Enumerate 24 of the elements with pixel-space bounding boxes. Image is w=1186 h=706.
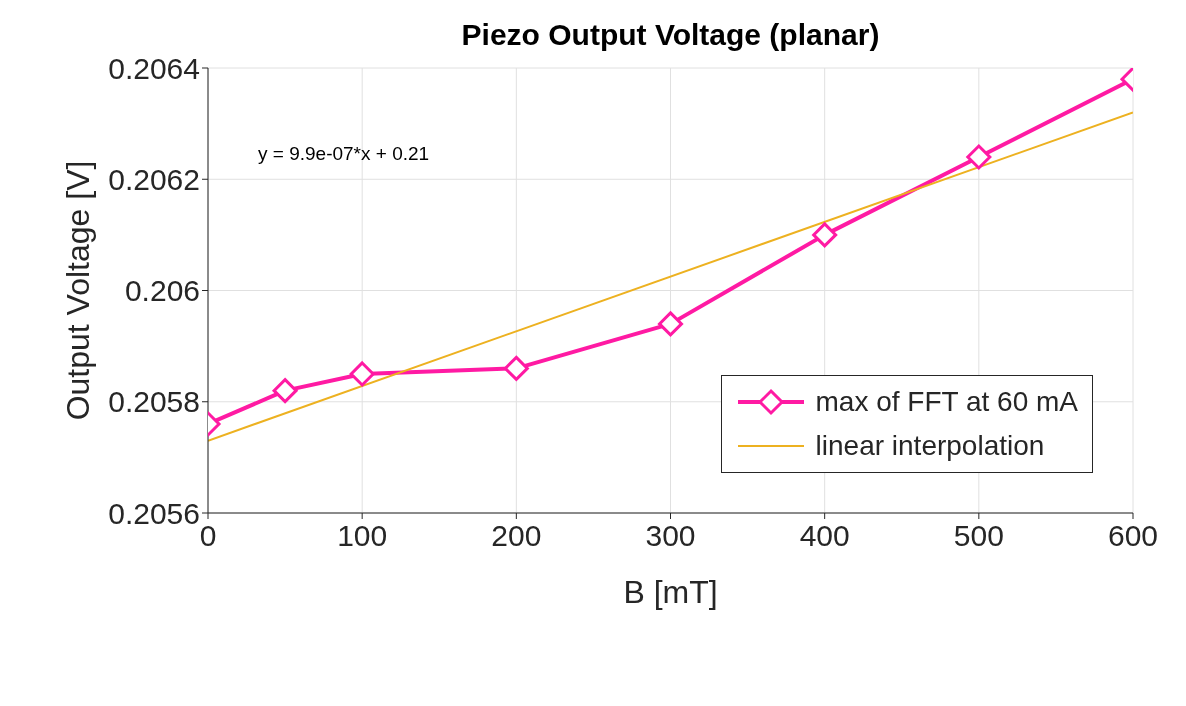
point: [966, 144, 992, 170]
x-tick-label: 100: [337, 519, 388, 553]
x-tick-label: 0: [199, 519, 217, 553]
y-tick-label: 0.2058: [108, 385, 200, 419]
legend-label: linear interpolation: [815, 430, 1045, 462]
chart-title: Piezo Output Voltage (planar): [460, 18, 881, 52]
x-tick-label: 400: [799, 519, 850, 553]
x-tick-label: 200: [491, 519, 542, 553]
legend-label: max of FFT at 60 mA: [815, 386, 1078, 418]
x-tick-label: 600: [1107, 519, 1159, 553]
x-axis-title: B [mT]: [623, 574, 718, 610]
y-axis-title: Output Voltage [V]: [60, 160, 97, 421]
point: [658, 311, 683, 337]
point: [503, 355, 529, 381]
point: [349, 361, 375, 387]
point: [812, 222, 838, 248]
point: [272, 378, 298, 404]
y-tick-label: 0.206: [124, 274, 200, 308]
y-tick-label: 0.2056: [108, 496, 200, 530]
x-tick-label: 300: [645, 519, 696, 553]
x-tick-label: 500: [953, 519, 1004, 553]
y-tick-label: 0.2062: [108, 162, 200, 196]
annotation: y = 9.9e-07*x + 0.21: [258, 143, 430, 165]
y-tick-label: 0.2064: [108, 51, 200, 85]
